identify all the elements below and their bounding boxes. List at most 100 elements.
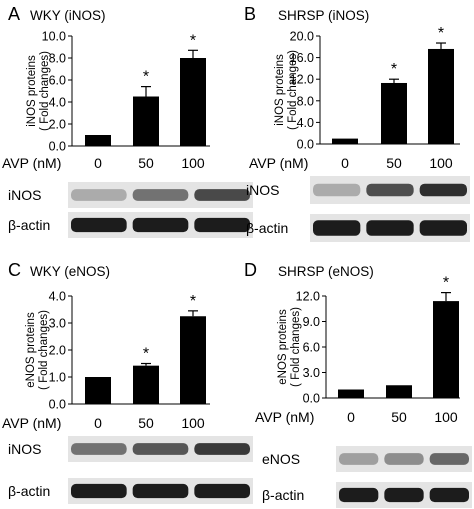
panel-letter: D (244, 260, 257, 280)
bar (85, 377, 111, 404)
category-label: 100 (434, 409, 458, 425)
y-tick-label: 0.0 (303, 392, 320, 406)
y-tick-label: 2.0 (49, 118, 66, 132)
category-label: 100 (181, 415, 205, 431)
significance-marker: * (143, 346, 149, 363)
significance-marker: * (143, 69, 149, 86)
y-axis-label: eNOS proteins( Fold changes) (277, 307, 302, 387)
y-tick-label: 10.0 (42, 30, 66, 44)
category-label: 50 (138, 415, 154, 431)
bar (381, 82, 407, 144)
blot-band (313, 220, 361, 236)
y-tick-label: 6.0 (49, 74, 66, 88)
blot-label: β-actin (262, 487, 304, 503)
blot-band (71, 443, 127, 455)
blot-label: β-actin (8, 217, 50, 233)
bar (180, 58, 206, 146)
bar (386, 385, 412, 398)
blot-band (71, 483, 127, 499)
category-label: 0 (341, 155, 349, 171)
significance-marker: * (190, 32, 196, 49)
blot-band (71, 189, 127, 201)
blot-band (366, 183, 414, 197)
significance-marker: * (190, 293, 196, 310)
x-axis-label: AVP (nM) (2, 415, 61, 431)
panel-title: WKY (iNOS) (30, 8, 106, 23)
category-label: 100 (181, 155, 205, 171)
blot-band (71, 217, 127, 233)
category-label: 100 (429, 155, 453, 171)
blot-band (419, 183, 467, 197)
y-tick-label: 0.0 (49, 398, 66, 412)
significance-marker: * (443, 275, 449, 292)
significance-marker: * (391, 61, 397, 78)
blot-label: iNOS (246, 182, 279, 198)
bar (133, 96, 159, 146)
y-tick-label: 0.0 (49, 140, 66, 154)
blot-band (313, 183, 361, 197)
y-tick-label: 12.0 (296, 290, 320, 304)
blot-band (194, 217, 250, 233)
blot-band (132, 443, 189, 455)
y-tick-label: 9.0 (303, 315, 320, 329)
panel-letter: C (8, 260, 21, 280)
x-axis-label: AVP (nM) (255, 409, 314, 425)
y-tick-label: 4.0 (297, 116, 314, 130)
category-label: 0 (94, 415, 102, 431)
blot-band (194, 443, 250, 455)
blot-label: β-actin (246, 220, 288, 236)
y-tick-label: 0.0 (297, 138, 314, 152)
y-tick-label: 20.0 (290, 30, 314, 44)
blot-band (384, 453, 424, 465)
x-axis-label: AVP (nM) (249, 155, 308, 171)
blot-band (132, 217, 189, 233)
y-axis-label: eNOS proteins( Fold changes) (25, 310, 50, 390)
y-tick-label: 8.0 (49, 52, 66, 66)
bar (338, 389, 364, 398)
blot-band (339, 453, 379, 465)
blot-band (339, 487, 379, 503)
bar (85, 135, 111, 146)
significance-marker: * (438, 25, 444, 42)
panel-title: SHRSP (iNOS) (278, 8, 369, 23)
category-label: 0 (347, 409, 355, 425)
category-label: 0 (94, 155, 102, 171)
y-tick-label: 4.0 (49, 290, 66, 304)
category-label: 50 (138, 155, 154, 171)
blot-label: iNOS (8, 441, 41, 457)
y-tick-label: 2.0 (49, 344, 66, 358)
blot-band (429, 487, 469, 503)
blot-band (366, 220, 414, 236)
blot-band (132, 483, 189, 499)
blot-band (194, 483, 250, 499)
bar (433, 301, 459, 398)
panel-letter: B (244, 4, 256, 24)
y-axis-label: iNOS proteins( Fold changes) (274, 50, 299, 130)
blot-label: eNOS (262, 451, 300, 467)
category-label: 50 (386, 155, 402, 171)
bar (428, 48, 454, 144)
bar (332, 138, 358, 144)
y-tick-label: 8.0 (297, 94, 314, 108)
y-tick-label: 16.0 (290, 51, 314, 65)
x-axis-label: AVP (nM) (2, 155, 61, 171)
bar (180, 316, 206, 404)
y-tick-label: 3.0 (303, 366, 320, 380)
y-tick-label: 4.0 (49, 96, 66, 110)
panel-letter: A (8, 4, 20, 24)
blot-band (384, 487, 424, 503)
blot-band (132, 189, 189, 201)
blot-band (194, 189, 250, 201)
y-tick-label: 1.0 (49, 371, 66, 385)
category-label: 50 (391, 409, 407, 425)
panel-title: WKY (eNOS) (30, 264, 110, 279)
blot-band (419, 220, 467, 236)
y-tick-label: 6.0 (303, 341, 320, 355)
blot-label: β-actin (8, 483, 50, 499)
y-tick-label: 3.0 (49, 317, 66, 331)
y-tick-label: 12.0 (290, 73, 314, 87)
blot-label: iNOS (8, 187, 41, 203)
panel-title: SHRSP (eNOS) (278, 264, 374, 279)
blot-band (429, 453, 469, 465)
